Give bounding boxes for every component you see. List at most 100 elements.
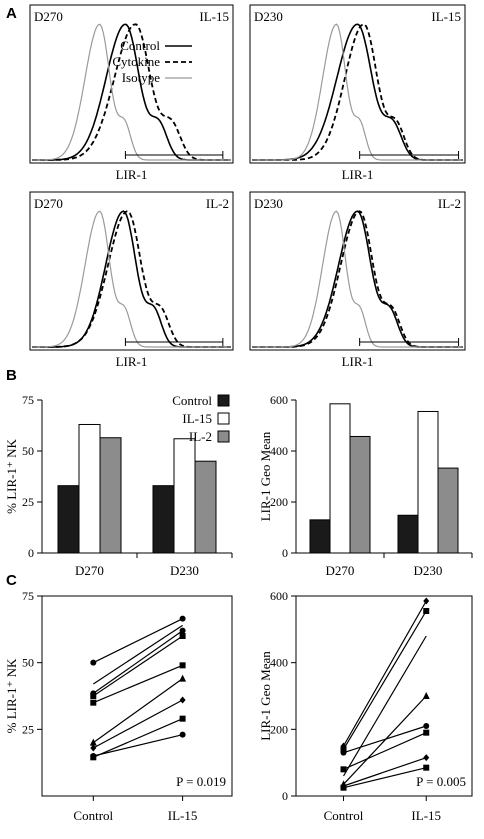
paired-plot-1-ytick-label-25: 25 <box>22 722 34 736</box>
panel-label-a: A <box>6 5 17 22</box>
histogram-4-frame <box>249 191 466 351</box>
histogram-2-isotype-curve <box>252 23 463 161</box>
barchart-2-bar-d270-il15 <box>329 403 351 554</box>
histogram-legend-cytokine-label: Cytokine <box>112 54 160 69</box>
paired-plot-2-pair-line-1 <box>343 610 427 750</box>
paired-plot-1-ytick-label-50: 50 <box>22 656 34 670</box>
paired-plot-1-pair-8-control-point <box>90 753 97 759</box>
barchart-2-ylabel: LIR-1 Geo Mean <box>258 431 273 521</box>
barchart-1-bar-d270-control <box>57 485 80 554</box>
histogram-2-control-curve <box>252 23 463 161</box>
paired-plot-2-pair-line-2 <box>343 635 427 777</box>
paired-plot-1-pair-line-8 <box>93 734 183 757</box>
paired-plot-1-pair-0-il15-point <box>179 615 186 622</box>
paired-plot-2-pair-line-7 <box>343 767 427 789</box>
paired-plot-2-ytick-label-0: 0 <box>282 789 288 803</box>
barchart-1-bar-d230-il2 <box>194 460 217 554</box>
histogram-4-control-curve <box>252 210 463 348</box>
histogram-3-frame <box>29 191 234 351</box>
paired-plot-1-pair-4-control-point <box>90 699 97 706</box>
paired-plot-2-pair-5-control-point <box>340 766 347 773</box>
paired-plot-1-pair-6-il15-point <box>179 696 186 704</box>
barchart-2-ytick-label-0: 0 <box>282 546 288 560</box>
paired-plot-2-ylabel: LIR-1 Geo Mean <box>258 651 273 741</box>
paired-plot-2-pair-4-control-point <box>340 749 347 756</box>
histogram-2-donor-label: D230 <box>254 9 283 24</box>
paired-plot-1-pair-line-4 <box>93 664 183 704</box>
barchart-2-ytick-label-200: 200 <box>270 495 288 509</box>
paired-plot-1-pair-3-control-point <box>90 693 97 699</box>
paired-plot-2-pair-line-3 <box>343 695 427 785</box>
paired-plot-2-category-label-1: IL-15 <box>411 808 441 823</box>
histogram-1-frame <box>29 4 234 164</box>
paired-plot-2-pair-line-0 <box>342 600 427 747</box>
paired-plot-1-pair-5-control-point <box>89 738 97 746</box>
barchart-1-bar-d230-il15 <box>173 438 196 554</box>
histogram-2-frame <box>249 4 466 164</box>
paired-plot-1-frame <box>41 595 233 797</box>
barchart-legend-il15-swatch <box>217 412 230 425</box>
paired-plot-2-pair-4-il15-point <box>423 723 430 729</box>
barchart-2-ytick-label-400: 400 <box>270 444 288 458</box>
panel-label-c: C <box>6 572 17 589</box>
barchart-2-category-label-0: D270 <box>326 563 355 578</box>
paired-plot-2-pair-7-il15-point <box>423 764 430 771</box>
histogram-3-donor-label: D270 <box>34 196 63 211</box>
paired-plot-1-pair-line-5 <box>92 678 183 744</box>
paired-plot-2-pair-6-il15-point <box>423 754 430 762</box>
paired-plot-1-pair-line-2 <box>92 630 183 694</box>
barchart-1-ytick-label-0: 0 <box>28 546 34 560</box>
barchart-1-ytick-label-25: 25 <box>22 495 34 509</box>
paired-plot-2-p-value: P = 0.005 <box>416 774 466 789</box>
paired-plot-2-pair-3-il15-point <box>422 692 430 699</box>
histogram-2-xlabel: LIR-1 <box>342 167 374 182</box>
paired-plot-2-pair-1-control-point <box>340 746 347 753</box>
paired-plot-2-pair-line-6 <box>343 757 427 787</box>
paired-plot-2-pair-0-il15-point <box>423 597 430 605</box>
paired-plot-2-category-label-0: Control <box>324 808 364 823</box>
paired-plot-1-pair-6-control-point <box>90 744 97 752</box>
paired-plot-1-category-label-1: IL-15 <box>168 808 198 823</box>
barchart-legend-il15-label: IL-15 <box>182 411 212 426</box>
histogram-4-cytokine-label: IL-2 <box>438 196 461 211</box>
paired-plot-2-ytick-label-600: 600 <box>270 589 288 603</box>
paired-plot-1-pair-7-il15-point <box>179 715 186 722</box>
barchart-legend-il2-swatch <box>217 430 230 443</box>
paired-plot-1-pair-line-0 <box>93 618 183 664</box>
paired-plot-2-ytick-label-400: 400 <box>270 656 288 670</box>
paired-plot-2-pair-1-il15-point <box>423 608 430 614</box>
histogram-1-donor-label: D270 <box>34 9 63 24</box>
paired-plot-1-pair-2-il15-point <box>179 627 186 634</box>
paired-plot-2-pair-line-5 <box>343 732 427 770</box>
paired-plot-2-frame <box>295 595 473 797</box>
paired-plot-2-ytick-label-200: 200 <box>270 722 288 736</box>
paired-plot-1-pair-0-control-point <box>90 659 97 666</box>
paired-plot-1-category-label-0: Control <box>73 808 113 823</box>
histogram-1-cytokine-curve <box>32 23 231 161</box>
histogram-1-cytokine-label: IL-15 <box>199 9 229 24</box>
paired-plot-1-pair-8-il15-point <box>179 731 186 738</box>
barchart-2-ytick-label-600: 600 <box>270 393 288 407</box>
paired-plot-1-pair-3-il15-point <box>179 633 186 639</box>
paired-plot-1-p-value: P = 0.019 <box>176 774 226 789</box>
barchart-1-bar-d230-control <box>152 485 175 554</box>
histogram-4-donor-label: D230 <box>254 196 283 211</box>
barchart-legend-control-label: Control <box>172 393 212 408</box>
paired-plot-2-pair-line-4 <box>343 725 427 754</box>
histogram-3-xlabel: LIR-1 <box>116 354 148 369</box>
barchart-1-category-label-0: D270 <box>75 563 104 578</box>
paired-plot-1-pair-4-il15-point <box>179 662 186 669</box>
histogram-4-xlabel: LIR-1 <box>342 354 374 369</box>
paired-plot-1-ytick-label-75: 75 <box>22 589 34 603</box>
barchart-1-bar-d270-il2 <box>99 437 122 554</box>
paired-plot-1-pair-line-6 <box>93 699 183 749</box>
barchart-1-ylabel: % LIR-1⁺ NK <box>4 439 19 514</box>
barchart-2-bar-d230-il15 <box>417 410 439 554</box>
barchart-1-category-label-1: D230 <box>170 563 199 578</box>
barchart-2-bar-d230-il2 <box>437 467 459 554</box>
barchart-legend-il2-label: IL-2 <box>189 429 212 444</box>
histogram-legend-control-label: Control <box>120 38 160 53</box>
histogram-1-xlabel: LIR-1 <box>116 167 148 182</box>
histogram-4-isotype-curve <box>252 210 463 348</box>
